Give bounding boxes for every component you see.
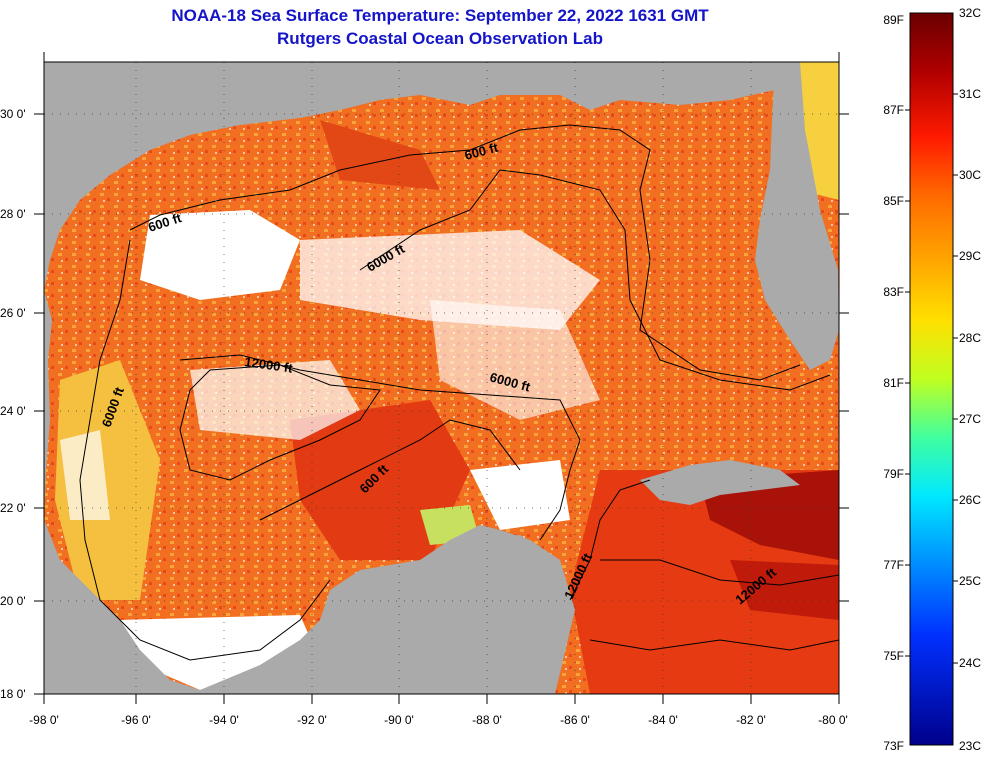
contour-line-6000-west (79, 239, 331, 661)
colorbar-label-c: 26C (959, 493, 981, 507)
colorbar-label-f: 77F (883, 558, 904, 572)
colorbar-celsius-labels: 32C 31C 30C 29C 28C 27C 26C 25C 24C 23C (959, 6, 981, 753)
land-mexico-west (44, 290, 52, 520)
colorbar-label-f: 73F (883, 739, 904, 753)
lon-label: -90 0' (384, 713, 414, 727)
colorbar-label-c: 25C (959, 574, 981, 588)
contour-line-600-campeche (259, 419, 521, 521)
warm-region-louisiana (320, 120, 440, 190)
colorbar-label-f: 85F (883, 194, 904, 208)
colorbar-label-c: 30C (959, 168, 981, 182)
lon-label: -84 0' (648, 713, 678, 727)
isobath-contours (79, 124, 839, 661)
colorbar-label-f: 81F (883, 376, 904, 390)
lon-label: -82 0' (736, 713, 766, 727)
colorbar-ticks (905, 93, 958, 664)
map-subtitle: Rutgers Coastal Ocean Observation Lab (277, 29, 603, 48)
colorbar-label-f: 83F (883, 285, 904, 299)
land-usa-gulf-coast (44, 62, 790, 290)
land-florida (755, 62, 839, 370)
lat-label: 20 0' (0, 594, 26, 608)
contour-line-600-north (129, 124, 801, 381)
contour-line-12000-south (600, 559, 839, 586)
lon-label: -80 0' (818, 713, 848, 727)
colorbar-label-c: 23C (959, 739, 981, 753)
hot-region-south (730, 560, 839, 620)
colorbar-label-c: 32C (959, 6, 981, 20)
colorbar-label-c: 24C (959, 656, 981, 670)
colorbar-label-f: 75F (883, 649, 904, 663)
lat-label: 28 0' (0, 207, 26, 221)
land-yucatan (420, 535, 575, 694)
latitude-labels: 30 0' 28 0' 26 0' 24 0' 22 0' 20 0' 18 0… (0, 107, 26, 701)
longitude-labels: -98 0' -96 0' -94 0' -92 0' -90 0' -88 0… (29, 713, 848, 727)
lon-label: -98 0' (29, 713, 59, 727)
map-frame (43, 61, 840, 695)
lat-label: 24 0' (0, 404, 26, 418)
colorbar-label-f: 89F (883, 13, 904, 27)
lon-label: -96 0' (121, 713, 151, 727)
lon-label: -88 0' (472, 713, 502, 727)
contour-line-12000-caribbean (569, 479, 651, 601)
cloud-patch-1 (140, 210, 300, 300)
colorbar-label-c: 27C (959, 412, 981, 426)
contour-line-6000-north (359, 169, 831, 391)
cloud-patch-2 (300, 230, 600, 330)
lon-label: -92 0' (297, 713, 327, 727)
colorbar-label-c: 31C (959, 87, 981, 101)
colorbar-label-f: 87F (883, 103, 904, 117)
cloud-patch-8 (60, 430, 110, 520)
colorbar-label-f: 79F (883, 467, 904, 481)
colorbar-fahrenheit-labels: 89F 87F 85F 83F 81F 79F 77F 75F 73F (883, 13, 904, 753)
sst-field (44, 62, 839, 694)
lat-label: 26 0' (0, 306, 26, 320)
colorbar-label-c: 29C (959, 249, 981, 263)
lat-label: 30 0' (0, 107, 26, 121)
lat-label: 18 0' (0, 687, 26, 701)
colorbar-label-c: 28C (959, 331, 981, 345)
contour-line-caribbean-deep (589, 639, 839, 651)
axis-ticks (34, 52, 849, 704)
contour-label-12000-gulf: 12000 ft (244, 354, 295, 376)
contour-line-12000 (179, 364, 381, 481)
colorbar (909, 12, 954, 746)
cloud-patch-5 (470, 460, 570, 530)
lat-label: 22 0' (0, 501, 26, 515)
cool-region-west (55, 360, 160, 600)
lon-label: -94 0' (209, 713, 239, 727)
lon-label: -86 0' (560, 713, 590, 727)
cloud-patch-4 (430, 300, 600, 420)
land-cuba (640, 460, 800, 505)
map-title: NOAA-18 Sea Surface Temperature: Septemb… (171, 6, 709, 25)
